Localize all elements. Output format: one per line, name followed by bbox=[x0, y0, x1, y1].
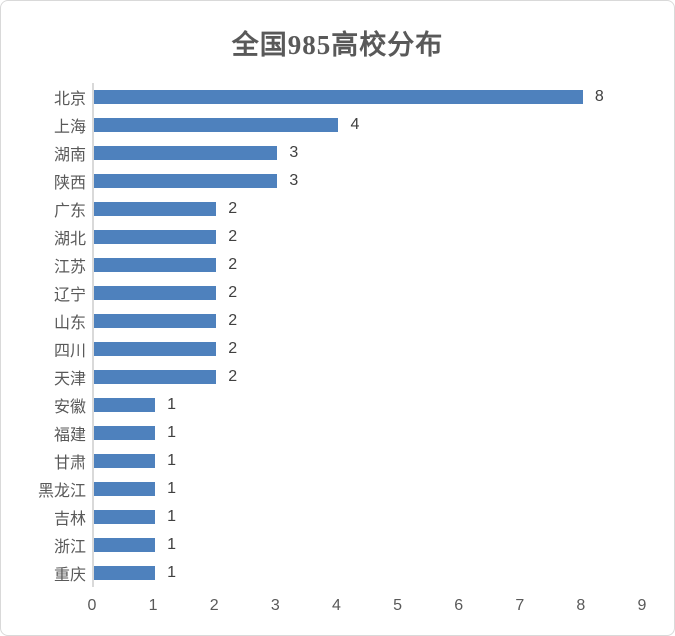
category-label: 安徽 bbox=[53, 399, 86, 416]
bar-row: 1 bbox=[94, 447, 644, 475]
data-label: 4 bbox=[350, 116, 360, 133]
category-label: 重庆 bbox=[53, 567, 86, 584]
data-label: 1 bbox=[167, 452, 177, 469]
bar bbox=[94, 202, 217, 216]
bar-row: 3 bbox=[94, 139, 644, 167]
bar bbox=[94, 482, 156, 496]
bar bbox=[94, 398, 156, 412]
chart-title: 全国985高校分布 bbox=[231, 30, 444, 60]
category-label: 山东 bbox=[53, 315, 86, 332]
category-label: 福建 bbox=[53, 427, 86, 444]
bar-row: 2 bbox=[94, 251, 644, 279]
category-label: 浙江 bbox=[53, 539, 86, 556]
bar bbox=[94, 538, 156, 552]
category-label: 广东 bbox=[53, 203, 86, 220]
data-label: 1 bbox=[167, 508, 177, 525]
bar-row: 4 bbox=[94, 111, 644, 139]
bar-row: 1 bbox=[94, 503, 644, 531]
bar bbox=[94, 342, 217, 356]
x-tick-label: 7 bbox=[515, 597, 525, 614]
plot-area: 8 4 3 3 2 2 2 2 2 2 2 1 1 1 1 1 1 1 bbox=[92, 83, 644, 587]
x-tick-label: 2 bbox=[209, 597, 219, 614]
bar-row: 2 bbox=[94, 363, 644, 391]
bar bbox=[94, 90, 583, 104]
bar-row: 1 bbox=[94, 475, 644, 503]
x-tick-label: 4 bbox=[331, 597, 341, 614]
bar bbox=[94, 230, 217, 244]
data-label: 2 bbox=[228, 200, 238, 217]
category-label: 陕西 bbox=[53, 175, 86, 192]
x-tick-label: 3 bbox=[270, 597, 280, 614]
bar bbox=[94, 258, 217, 272]
bar bbox=[94, 174, 278, 188]
category-label: 甘肃 bbox=[53, 455, 86, 472]
data-label: 8 bbox=[594, 88, 604, 105]
data-label: 1 bbox=[167, 396, 177, 413]
data-label: 2 bbox=[228, 368, 238, 385]
bar bbox=[94, 286, 217, 300]
data-label: 2 bbox=[228, 228, 238, 245]
data-label: 2 bbox=[228, 256, 238, 273]
bar bbox=[94, 510, 156, 524]
category-label: 黑龙江 bbox=[37, 483, 86, 500]
bar bbox=[94, 370, 217, 384]
bar-row: 2 bbox=[94, 279, 644, 307]
x-axis: 0 1 2 3 4 5 6 7 8 9 bbox=[88, 597, 647, 619]
bar bbox=[94, 426, 156, 440]
bar bbox=[94, 566, 156, 580]
data-label: 1 bbox=[167, 564, 177, 581]
bar-row: 2 bbox=[94, 195, 644, 223]
bar-row: 3 bbox=[94, 167, 644, 195]
category-label: 天津 bbox=[53, 371, 86, 388]
data-label: 3 bbox=[289, 144, 299, 161]
category-label: 湖北 bbox=[53, 231, 86, 248]
data-label: 2 bbox=[228, 312, 238, 329]
x-tick-label: 6 bbox=[454, 597, 464, 614]
bar bbox=[94, 146, 278, 160]
data-label: 1 bbox=[167, 536, 177, 553]
bar-row: 8 bbox=[94, 83, 644, 111]
category-label: 北京 bbox=[53, 91, 86, 108]
bar bbox=[94, 454, 156, 468]
data-label: 1 bbox=[167, 424, 177, 441]
bar-row: 1 bbox=[94, 391, 644, 419]
data-label: 2 bbox=[228, 284, 238, 301]
bar bbox=[94, 314, 217, 328]
bar bbox=[94, 118, 339, 132]
category-label: 辽宁 bbox=[53, 287, 86, 304]
x-tick-label: 5 bbox=[393, 597, 402, 614]
bar-row: 1 bbox=[94, 559, 644, 587]
category-label: 上海 bbox=[53, 119, 86, 136]
category-label: 湖南 bbox=[53, 147, 86, 164]
bar-row: 1 bbox=[94, 531, 644, 559]
data-label: 1 bbox=[167, 480, 177, 497]
x-tick-label: 1 bbox=[148, 597, 158, 614]
x-tick-label: 0 bbox=[87, 597, 97, 614]
bar-row: 1 bbox=[94, 419, 644, 447]
data-label: 3 bbox=[289, 172, 299, 189]
category-label: 江苏 bbox=[53, 259, 86, 276]
y-axis-labels: 北京上海湖南陕西广东湖北江苏辽宁山东四川天津安徽福建甘肃黑龙江吉林浙江重庆 bbox=[9, 83, 86, 587]
data-label: 2 bbox=[228, 340, 238, 357]
bar-row: 2 bbox=[94, 335, 644, 363]
x-tick-label: 9 bbox=[637, 597, 647, 614]
x-tick-label: 8 bbox=[576, 597, 586, 614]
category-label: 四川 bbox=[53, 343, 86, 360]
category-label: 吉林 bbox=[53, 511, 86, 528]
bar-row: 2 bbox=[94, 307, 644, 335]
bar-row: 2 bbox=[94, 223, 644, 251]
